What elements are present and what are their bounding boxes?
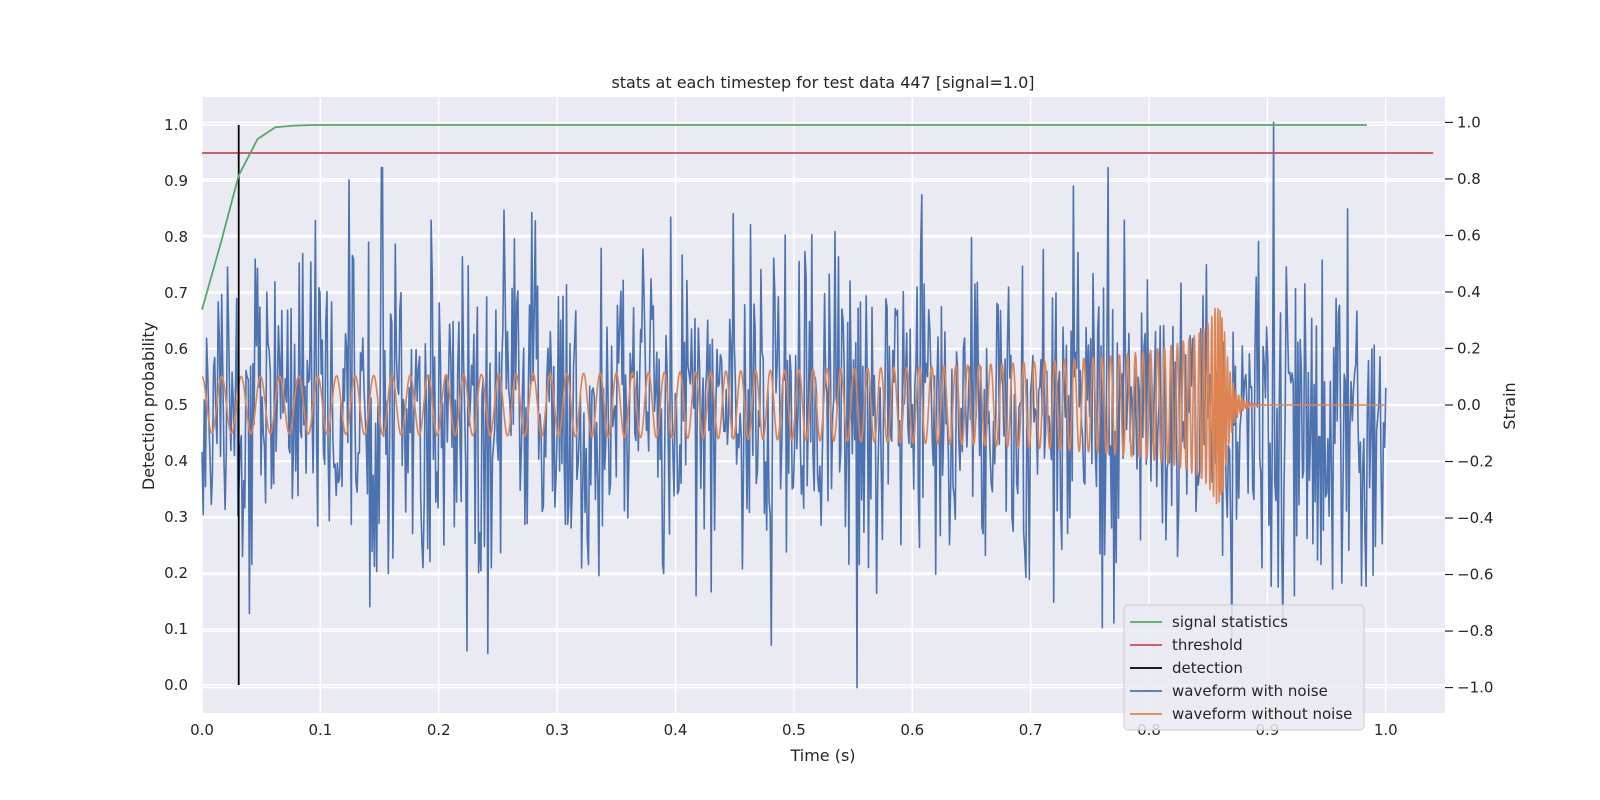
right-axis-ticks: [1445, 121, 1453, 689]
legend-label: signal statistics: [1172, 613, 1288, 631]
y-tick-label: 0.8: [164, 228, 188, 246]
y-axis-label: Detection probability: [139, 322, 158, 490]
legend-label: threshold: [1172, 636, 1243, 654]
x-tick-label: 0.2: [427, 721, 451, 739]
x-tick-label: 0.5: [782, 721, 806, 739]
y-tick-label: 0.5: [164, 396, 188, 414]
y-tick-label: 0.1: [164, 620, 188, 638]
x-tick-label: 0.4: [664, 721, 688, 739]
legend: signal statistics threshold detection wavef…: [1123, 604, 1365, 731]
y2-tick-label: −1.0: [1457, 679, 1493, 697]
y-tick-label: 0.2: [164, 564, 188, 582]
x-tick-label: 0.0: [190, 721, 214, 739]
y2-tick-label: 0.8: [1457, 170, 1481, 188]
y-tick-label: 1.0: [164, 116, 188, 134]
y2-tick-label: 0.0: [1457, 396, 1481, 414]
y2-tick-label: −0.6: [1457, 566, 1493, 584]
y2-tick-label: −0.2: [1457, 453, 1493, 471]
series-line-waveform-without-noise: [201, 307, 1387, 505]
x-tick-label: 0.7: [1019, 721, 1043, 739]
y2-tick-label: 0.6: [1457, 226, 1481, 244]
x-tick-label: 0.1: [308, 721, 332, 739]
series-layer: [201, 121, 1434, 689]
y2-tick-label: 1.0: [1457, 113, 1481, 131]
y-tick-label: 0.9: [164, 172, 188, 190]
legend-label: detection: [1172, 659, 1243, 677]
legend-label: waveform with noise: [1172, 682, 1328, 700]
y2-tick-label: −0.8: [1457, 622, 1493, 640]
x-tick-label: 1.0: [1374, 721, 1398, 739]
y2-tick-labels: −1.0 −0.8 −0.6 −0.4 −0.2 0.0 0.2 0.4 0.6 0.8 1.0: [1457, 113, 1493, 696]
y2-tick-label: 0.4: [1457, 283, 1481, 301]
y2-tick-label: 0.2: [1457, 339, 1481, 357]
y2-axis-label: Strain: [1500, 382, 1519, 429]
x-tick-label: 0.6: [900, 721, 924, 739]
y-tick-label: 0.4: [164, 452, 188, 470]
chart-title: stats at each timestep for test data 447…: [611, 73, 1034, 92]
x-axis-label: Time (s): [789, 746, 855, 765]
x-tick-label: 0.3: [545, 721, 569, 739]
y2-tick-label: −0.4: [1457, 509, 1493, 527]
y-tick-label: 0.6: [164, 340, 188, 358]
legend-box: [1123, 604, 1365, 731]
legend-label: waveform without noise: [1172, 705, 1352, 723]
y-tick-labels: 0.0 0.1 0.2 0.3 0.4 0.5 0.6 0.7 0.8 0.9 1.0: [164, 116, 188, 694]
series-line-waveform-with-noise: [201, 121, 1387, 689]
y-tick-label: 0.7: [164, 284, 188, 302]
y-tick-label: 0.0: [164, 676, 188, 694]
series-line-signal-statistics: [201, 124, 1367, 311]
y-tick-label: 0.3: [164, 508, 188, 526]
